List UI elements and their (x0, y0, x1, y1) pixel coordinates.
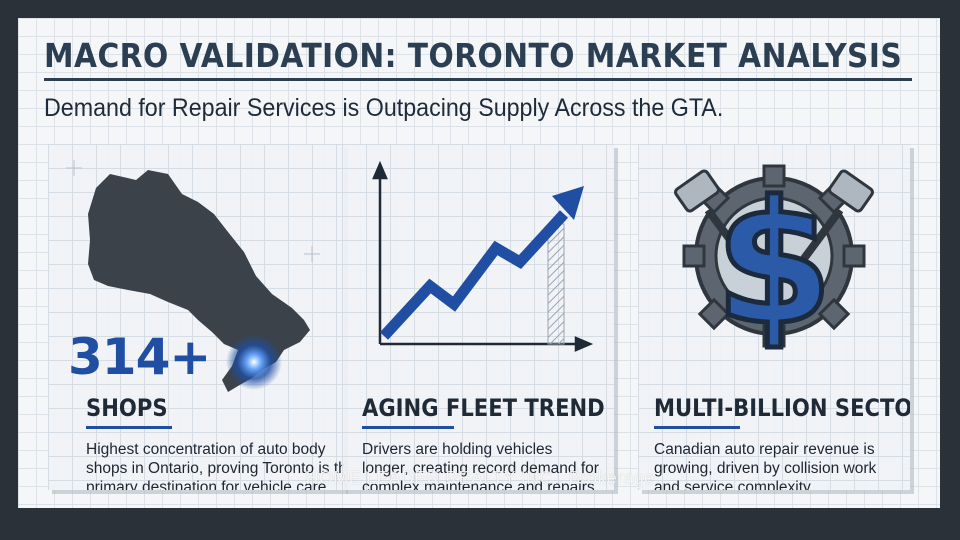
dollar-gear-pistons-icon: $ (674, 163, 874, 366)
sector-heading-underline (654, 426, 740, 429)
page-title: MACRO VALIDATION: TORONTO MARKET ANALYSI… (44, 36, 903, 75)
shops-heading-underline (86, 426, 172, 429)
trend-arrow (379, 210, 569, 340)
page-subtitle: Demand for Repair Services is Outpacing … (44, 94, 724, 122)
panel-sector: $ MULTI-BILLION SECTOR Canadian auto rep… (638, 144, 910, 490)
dollar-sign-icon: $ (715, 165, 833, 363)
fleet-heading: AGING FLEET TREND (362, 394, 605, 422)
fleet-description: Drivers are holding vehicles longer, cre… (362, 441, 599, 490)
brokerage-watermark: HOME LEADER REALTY INC., Brokerage (305, 468, 655, 488)
gear-icon (682, 164, 866, 348)
sector-heading: MULTI-BILLION SECTOR (654, 394, 910, 422)
piston-right (796, 169, 874, 267)
title-underline (44, 78, 912, 81)
shops-heading: SHOPS (86, 394, 168, 422)
piston-left (674, 169, 752, 267)
bottom-bar (18, 508, 940, 522)
ontario-map-icon (66, 160, 320, 392)
sector-description: Canadian auto repair revenue is growing,… (654, 441, 877, 490)
rising-trend-chart-icon (372, 160, 594, 352)
infographic-sheet: MACRO VALIDATION: TORONTO MARKET ANALYSI… (18, 18, 940, 518)
fleet-heading-underline (362, 426, 454, 429)
panel-shops: 314+ SHOPS Highest concentration of auto… (48, 144, 344, 490)
shops-description: Highest concentration of auto body shops… (86, 441, 344, 490)
shops-count: 314+ (68, 328, 211, 386)
panel-fleet: AGING FLEET TREND Drivers are holding ve… (342, 144, 614, 490)
